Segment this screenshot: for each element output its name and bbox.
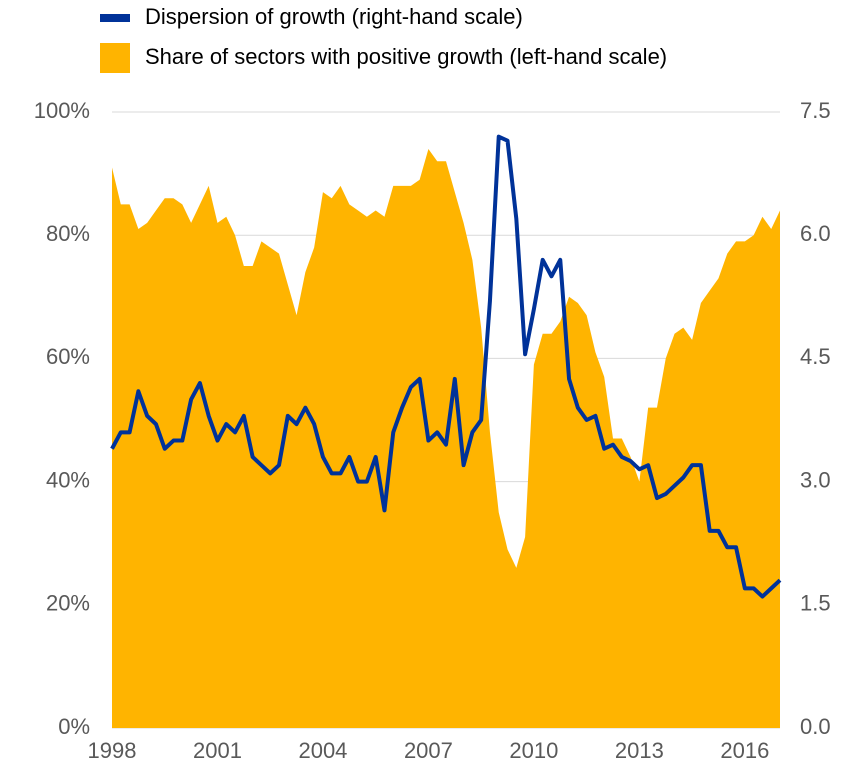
y-tick-label: 60% — [46, 344, 90, 369]
legend-swatch — [100, 14, 130, 22]
x-tick-label: 2007 — [404, 738, 453, 763]
x-tick-label: 2010 — [509, 738, 558, 763]
y-tick-label: 40% — [46, 467, 90, 492]
y2-tick-label: 3.0 — [800, 467, 831, 492]
y2-tick-label: 4.5 — [800, 344, 831, 369]
y-tick-label: 80% — [46, 221, 90, 246]
x-tick-label: 2001 — [193, 738, 242, 763]
legend-swatch — [100, 43, 130, 73]
y-tick-label: 100% — [34, 98, 90, 123]
line — [110, 134, 782, 599]
legend-label: Share of sectors with positive growth (l… — [145, 44, 667, 69]
x-tick-label: 1998 — [88, 738, 137, 763]
y2-tick-label: 1.5 — [800, 591, 831, 616]
y2-tick-label: 7.5 — [800, 98, 831, 123]
y2-tick-label: 6.0 — [800, 221, 831, 246]
legend-label: Dispersion of growth (right-hand scale) — [145, 4, 523, 29]
y-tick-label: 0% — [58, 714, 90, 739]
x-tick-label: 2013 — [615, 738, 664, 763]
y-tick-label: 20% — [46, 591, 90, 616]
x-tick-label: 2004 — [298, 738, 347, 763]
x-tick-label: 2016 — [720, 738, 769, 763]
y2-tick-label: 0.0 — [800, 714, 831, 739]
